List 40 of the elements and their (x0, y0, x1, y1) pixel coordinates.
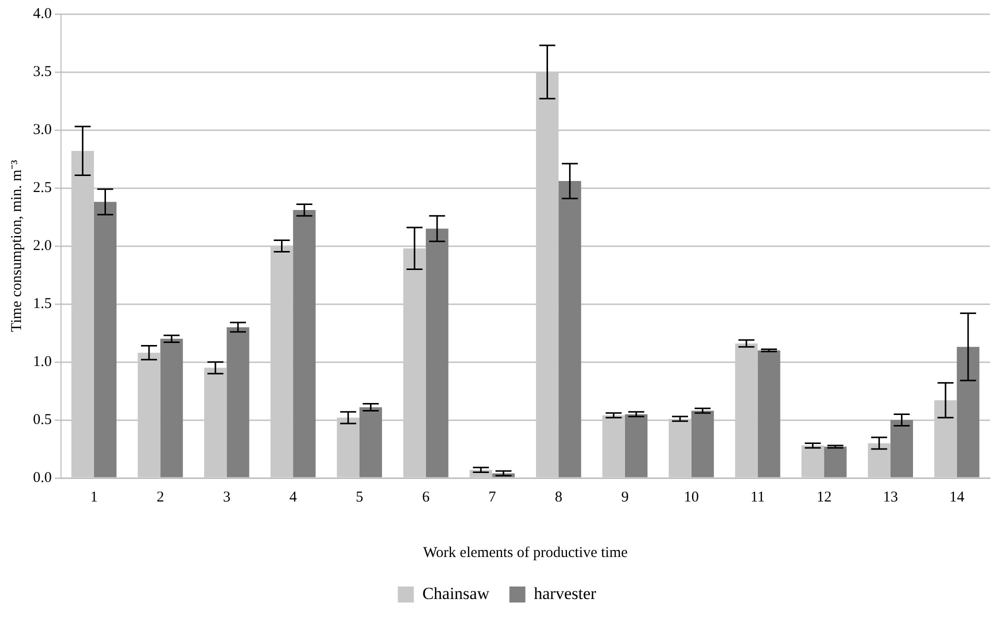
y-tick-label: 1.5 (33, 296, 52, 312)
x-tick-label: 14 (949, 489, 965, 506)
y-tick-label: 3.5 (33, 64, 52, 80)
y-tick-label: 0.5 (33, 412, 52, 428)
legend-label: harvester (534, 584, 597, 603)
bar (94, 202, 117, 478)
x-tick-label: 6 (422, 489, 430, 506)
x-tick-label: 7 (488, 489, 496, 506)
bar (558, 181, 582, 478)
x-tick-label: 5 (356, 489, 364, 506)
x-tick-label: 2 (156, 489, 164, 506)
x-axis-title: Work elements of productive time (423, 544, 628, 561)
legend-label: Chainsaw (422, 584, 490, 603)
bar (359, 407, 382, 478)
y-tick-label: 3.0 (33, 122, 52, 138)
x-tick-label: 3 (222, 489, 230, 506)
bar (956, 346, 980, 478)
x-tick-label: 12 (816, 489, 832, 506)
bar (691, 410, 714, 478)
bar (426, 228, 448, 478)
x-tick-label: 10 (684, 489, 699, 506)
bar (758, 350, 780, 478)
bar (293, 210, 316, 478)
bar (824, 446, 847, 478)
bar (226, 327, 250, 478)
x-tick-label: 8 (554, 489, 562, 506)
x-tick-label: 1 (90, 489, 98, 506)
y-tick-label: 4.0 (33, 6, 52, 22)
bar (890, 420, 914, 478)
y-axis-title: Time consumption, min. m⁻³ (8, 160, 25, 332)
bar (624, 414, 648, 478)
y-tick-label: 1.0 (33, 354, 52, 370)
bar (160, 338, 183, 478)
x-tick-label: 13 (882, 489, 898, 506)
x-tick-label: 9 (621, 489, 629, 506)
y-tick-label: 2.5 (33, 180, 52, 196)
y-tick-label: 0.0 (33, 470, 52, 486)
y-tick-label: 2.0 (33, 238, 52, 254)
x-tick-label: 11 (750, 489, 765, 506)
x-tick-label: 4 (289, 489, 298, 506)
